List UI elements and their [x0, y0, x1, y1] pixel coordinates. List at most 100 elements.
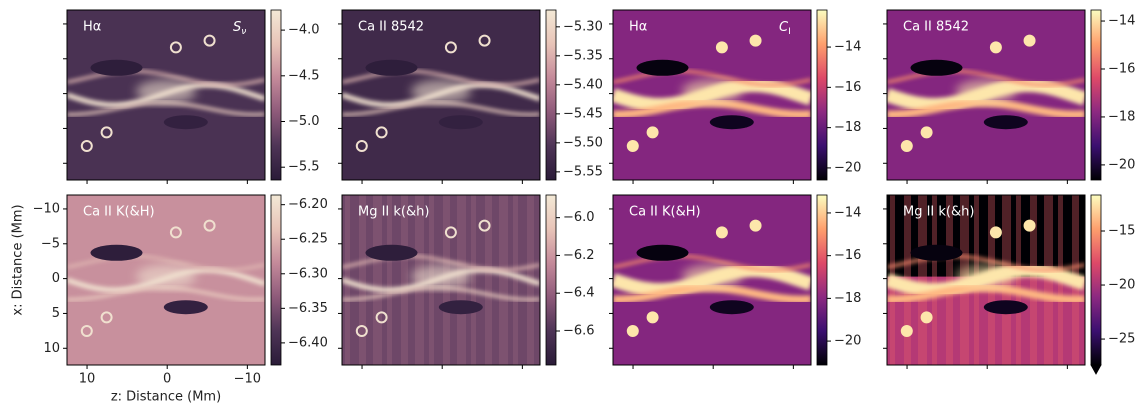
blob	[438, 300, 483, 315]
band	[342, 69, 540, 87]
colorbar	[270, 194, 282, 366]
glow	[136, 264, 196, 289]
ring	[80, 140, 93, 152]
frame	[612, 194, 812, 366]
image	[342, 10, 540, 180]
panel-label: Ca II 8542	[358, 20, 424, 35]
colorbar-tick-label: −5.50	[563, 135, 603, 150]
colorbar-tick-label: −6.4	[563, 286, 595, 301]
panel-label: Hα	[629, 20, 647, 35]
colorbar-tick-label: −4.0	[288, 23, 320, 38]
ring	[749, 34, 762, 47]
colorbar-tick-label: −5.55	[563, 164, 603, 179]
colorbar-tick-label: −25	[1108, 332, 1135, 347]
quantity-symbol: S	[233, 20, 241, 35]
ring	[478, 219, 491, 232]
colorbar-tick-label: −18	[834, 120, 861, 135]
blob	[365, 244, 418, 261]
blob	[636, 244, 689, 261]
colorbar	[1090, 194, 1102, 366]
colorbar-tick-label: −6.30	[288, 266, 328, 281]
panel-label: Mg II k(&h)	[903, 205, 974, 220]
blob	[910, 244, 963, 261]
ring	[444, 226, 457, 239]
stripe	[1030, 195, 1037, 365]
ring	[626, 325, 639, 337]
colorbar-tick-label: −15	[1108, 223, 1135, 238]
blob	[90, 59, 143, 76]
colorbar-tick-label: −14	[1108, 14, 1135, 29]
colorbar-tick-label: −18	[1108, 109, 1135, 124]
colorbar	[545, 9, 557, 181]
ring	[900, 325, 913, 337]
blob	[163, 300, 208, 315]
ring	[100, 311, 113, 324]
image	[613, 10, 811, 180]
blob	[910, 59, 963, 76]
x-axis-label: z: Distance (Mm)	[111, 390, 221, 405]
glow	[411, 264, 471, 289]
frame	[341, 194, 541, 366]
colorbar-tick-label: −6.2	[563, 248, 595, 263]
glow	[411, 79, 471, 104]
band	[67, 69, 265, 87]
glow	[956, 79, 1016, 104]
ring	[355, 325, 368, 337]
image	[613, 195, 811, 365]
blob	[983, 300, 1028, 315]
quantity-subscript: I	[788, 27, 791, 37]
frame	[66, 194, 266, 366]
ring	[169, 226, 182, 239]
quantity-symbol: C	[779, 20, 789, 35]
colorbar-tick-label: −5.30	[563, 19, 603, 34]
blob	[983, 115, 1028, 130]
colorbar-tick-label: −6.25	[288, 232, 328, 247]
image	[887, 195, 1085, 365]
colorbar-tick-label: −20	[834, 334, 861, 349]
blob	[438, 115, 483, 130]
stripe	[1044, 195, 1053, 365]
ring	[169, 41, 182, 54]
stripe	[485, 195, 492, 365]
stripe	[401, 195, 408, 365]
ring	[749, 219, 762, 232]
frame	[612, 9, 812, 181]
blob	[636, 59, 689, 76]
ring	[626, 140, 639, 152]
colorbar-tick-label: −20	[834, 160, 861, 175]
colorbar	[545, 194, 557, 366]
colorbar-tick-label: −16	[1108, 61, 1135, 76]
frame	[886, 9, 1086, 181]
glow	[682, 264, 742, 289]
ring	[715, 226, 728, 239]
ring	[1023, 219, 1036, 232]
ring	[646, 126, 659, 139]
ring	[444, 41, 457, 54]
stripe	[918, 195, 927, 365]
ring	[920, 311, 933, 324]
quantity-label: CI	[779, 20, 791, 37]
colorbar-extend	[1090, 364, 1102, 375]
ring	[100, 126, 113, 139]
frame	[66, 9, 266, 181]
image	[887, 10, 1085, 180]
band	[613, 69, 811, 87]
ring	[920, 126, 933, 139]
y-tick-label: −5	[41, 236, 60, 251]
colorbar-tick-label: −5.0	[288, 114, 320, 129]
colorbar-tick-label: −6.0	[563, 210, 595, 225]
ring	[989, 226, 1002, 239]
panel-label: Ca II 8542	[903, 20, 969, 35]
y-tick-label: −10	[33, 201, 60, 216]
colorbar-tick-label: −5.40	[563, 77, 603, 92]
ring	[478, 34, 491, 47]
glow	[682, 79, 742, 104]
x-tick-label: 10	[79, 372, 96, 387]
colorbar-tick-label: −14	[834, 205, 861, 220]
colorbar-tick-label: −6.40	[288, 335, 328, 350]
stripe	[387, 195, 392, 365]
colorbar-tick-label: −16	[834, 248, 861, 263]
colorbar-tick-label: −16	[834, 80, 861, 95]
blob	[709, 300, 754, 315]
